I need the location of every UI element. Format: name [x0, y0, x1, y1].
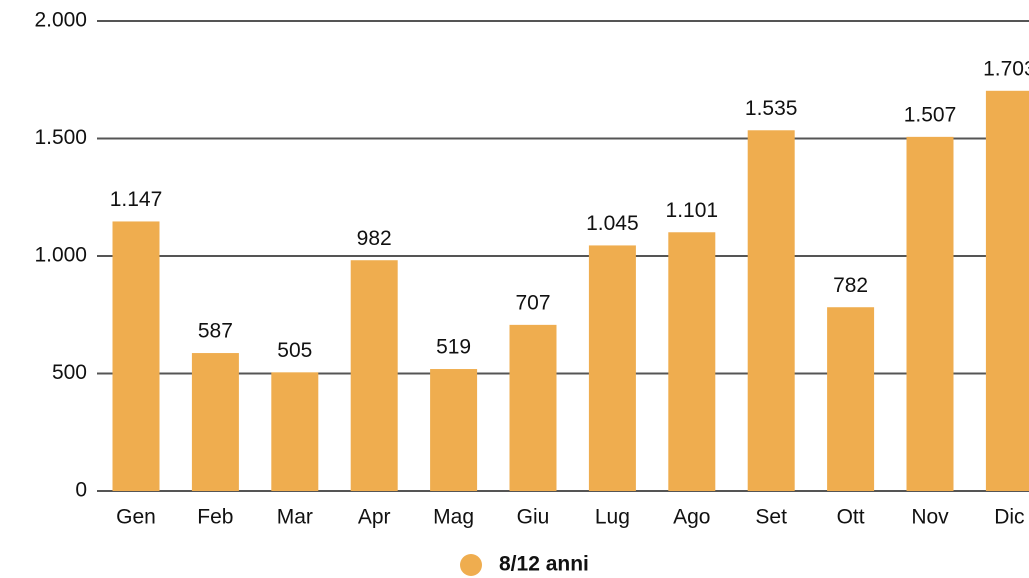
- x-tick-label: Mar: [277, 506, 313, 529]
- data-label: 1.147: [110, 188, 163, 211]
- x-tick-label: Set: [755, 506, 787, 529]
- bar: [430, 369, 478, 491]
- bar: [827, 307, 875, 491]
- bar: [985, 90, 1029, 492]
- x-tick-label: Apr: [358, 506, 391, 529]
- bar: [350, 260, 398, 491]
- data-label: 982: [357, 227, 392, 250]
- x-tick-label: Giu: [517, 506, 550, 529]
- y-tick-label: 500: [52, 361, 87, 384]
- data-label: 505: [277, 339, 312, 362]
- legend-swatch: [460, 554, 482, 576]
- data-label: 707: [515, 291, 550, 314]
- data-label: 1.703: [983, 57, 1029, 80]
- data-label: 782: [833, 274, 868, 297]
- bar: [588, 245, 636, 491]
- x-tick-label: Ago: [673, 506, 710, 529]
- data-label: 1.101: [666, 199, 719, 222]
- y-tick-label: 1.000: [34, 244, 87, 267]
- x-tick-label: Feb: [197, 506, 233, 529]
- x-tick-label: Gen: [116, 506, 156, 529]
- data-label: 1.535: [745, 97, 798, 120]
- bar: [906, 136, 954, 492]
- x-tick-label: Dic: [994, 506, 1024, 529]
- data-label: 519: [436, 336, 471, 359]
- bar: [271, 372, 319, 491]
- x-tick-label: Mag: [433, 506, 474, 529]
- legend-label: 8/12 anni: [499, 553, 589, 576]
- bar: [668, 232, 716, 491]
- x-tick-label: Lug: [595, 506, 630, 529]
- bar: [112, 221, 160, 491]
- bar: [747, 130, 795, 491]
- data-label: 1.507: [904, 103, 957, 126]
- bar: [509, 324, 557, 491]
- data-label: 1.045: [586, 212, 639, 235]
- y-tick-label: 1.500: [34, 126, 87, 149]
- bar: [191, 353, 239, 491]
- y-tick-label: 0: [75, 479, 87, 502]
- x-tick-label: Ott: [837, 506, 865, 529]
- y-tick-label: 2.000: [34, 9, 87, 32]
- x-tick-label: Nov: [911, 506, 949, 529]
- data-label: 587: [198, 320, 233, 343]
